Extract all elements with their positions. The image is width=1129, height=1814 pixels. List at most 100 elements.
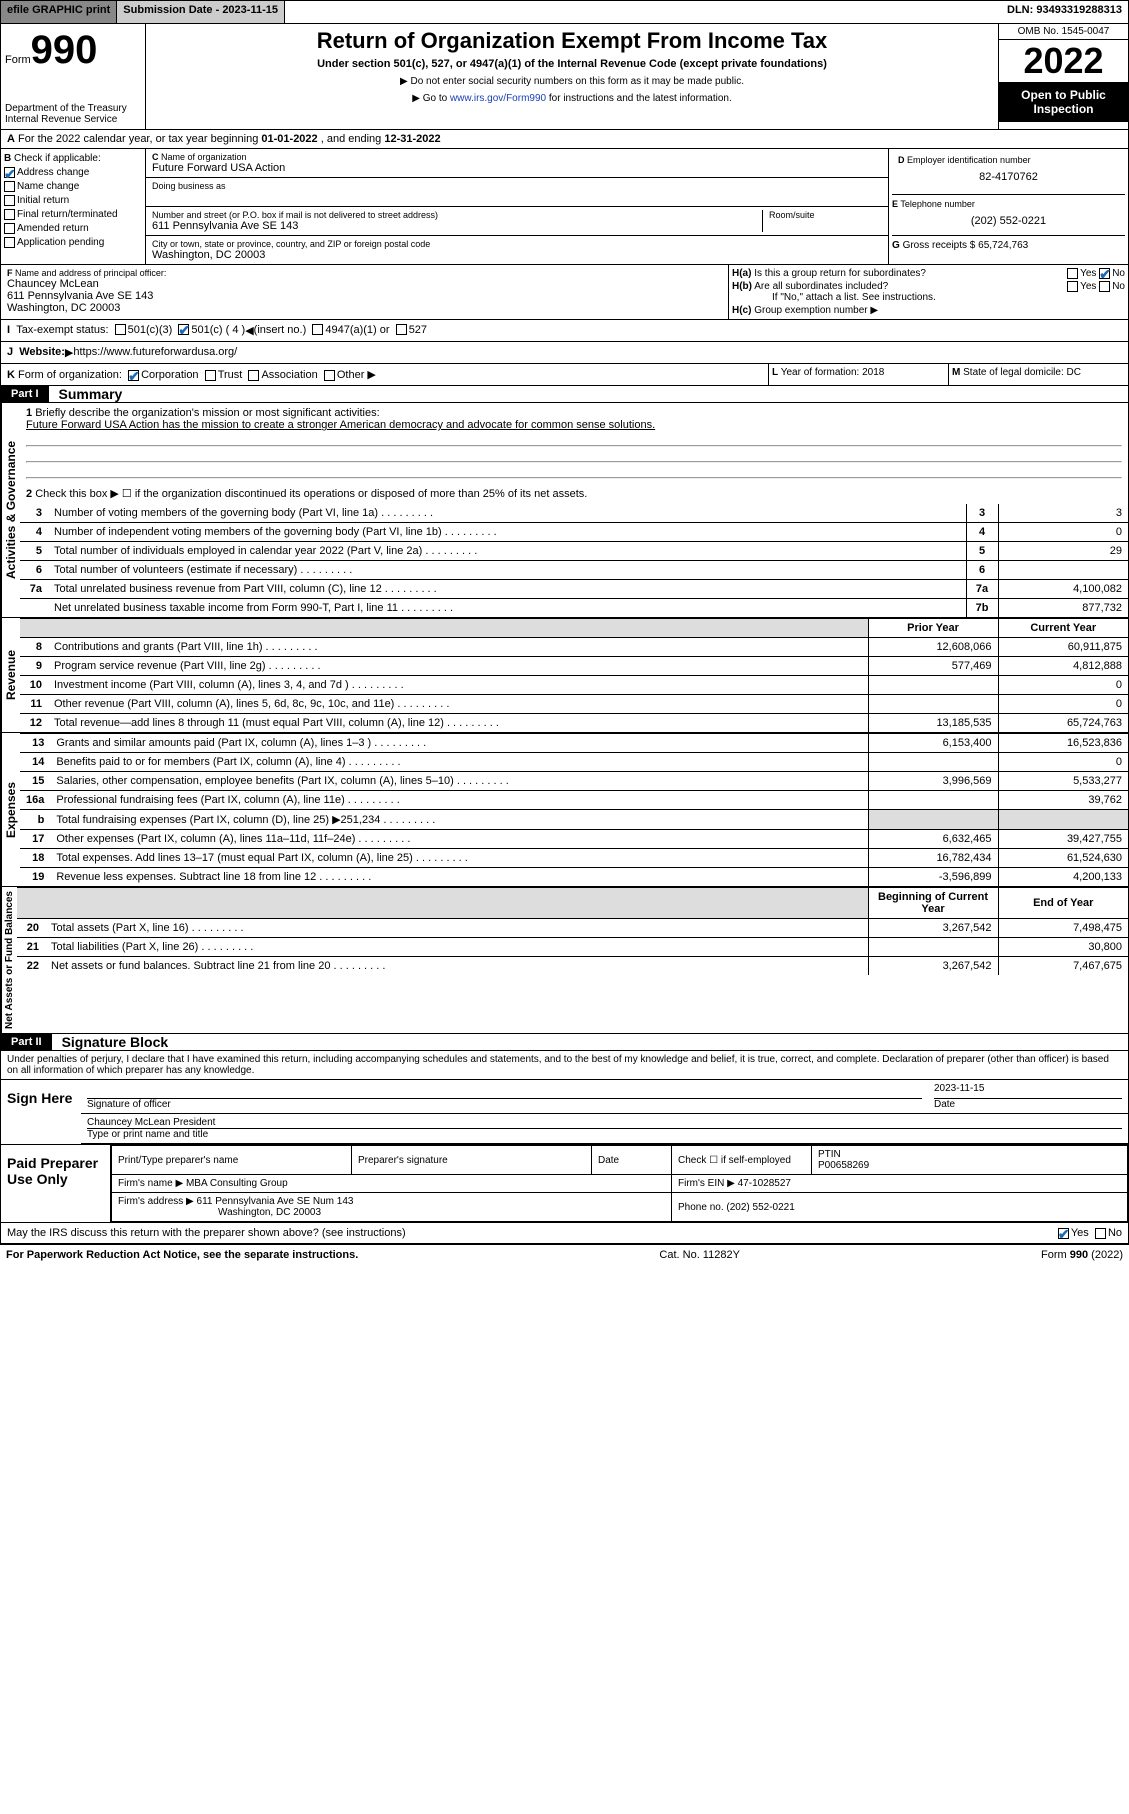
- tax-year-line: A For the 2022 calendar year, or tax yea…: [0, 130, 1129, 149]
- sign-here-block: Sign Here Signature of officer 2023-11-1…: [0, 1080, 1129, 1145]
- revenue-vlabel: Revenue: [1, 618, 20, 732]
- table-row: 17Other expenses (Part IX, column (A), l…: [20, 830, 1128, 849]
- table-row: 20Total assets (Part X, line 16)3,267,54…: [17, 919, 1128, 938]
- checkbox-name-change[interactable]: [4, 181, 15, 192]
- cat-no: Cat. No. 11282Y: [659, 1249, 740, 1261]
- table-row: 16aProfessional fundraising fees (Part I…: [20, 791, 1128, 810]
- tax-exempt-row: I Tax-exempt status: 501(c)(3) 501(c) ( …: [0, 320, 1129, 342]
- website-url: https://www.futureforwardusa.org/: [73, 346, 237, 359]
- officer-addr2: Washington, DC 20003: [7, 302, 722, 314]
- part2-header-row: Part II Signature Block: [0, 1034, 1129, 1051]
- table-row: 6Total number of volunteers (estimate if…: [20, 561, 1128, 580]
- submission-date-button[interactable]: Submission Date - 2023-11-15: [117, 1, 285, 23]
- street-label: Number and street (or P.O. box if mail i…: [152, 210, 762, 220]
- table-row: 9Program service revenue (Part VIII, lin…: [20, 657, 1128, 676]
- checkbox-other[interactable]: [324, 370, 335, 381]
- gross-receipts: 65,724,763: [978, 240, 1028, 251]
- checkbox-501c3[interactable]: [115, 324, 126, 335]
- checkbox-final-return[interactable]: [4, 209, 15, 220]
- activities-section: Activities & Governance 1 Briefly descri…: [0, 403, 1129, 618]
- table-row: 4Number of independent voting members of…: [20, 523, 1128, 542]
- perjury-text: Under penalties of perjury, I declare th…: [0, 1051, 1129, 1080]
- room-label: Room/suite: [769, 210, 882, 220]
- hb-note: If "No," attach a list. See instructions…: [772, 292, 1125, 303]
- dba-label: Doing business as: [152, 181, 882, 191]
- state-domicile: DC: [1067, 367, 1081, 378]
- form-title: Return of Organization Exempt From Incom…: [154, 28, 990, 54]
- table-row: 22Net assets or fund balances. Subtract …: [17, 957, 1128, 976]
- table-row: 8Contributions and grants (Part VIII, li…: [20, 638, 1128, 657]
- checkbox-address-change[interactable]: [4, 167, 15, 178]
- top-bar: efile GRAPHIC print Submission Date - 20…: [0, 0, 1129, 24]
- klm-row: K Form of organization: Corporation Trus…: [0, 364, 1129, 386]
- sig-date: 2023-11-15: [934, 1083, 1122, 1099]
- table-row: 18Total expenses. Add lines 13–17 (must …: [20, 849, 1128, 868]
- checkbox-501c[interactable]: [178, 324, 189, 335]
- form-number: 990: [31, 28, 98, 72]
- governance-table: 3Number of voting members of the governi…: [20, 504, 1128, 617]
- table-row: 7aTotal unrelated business revenue from …: [20, 580, 1128, 599]
- expenses-vlabel: Expenses: [1, 733, 20, 886]
- checkbox-amended[interactable]: [4, 223, 15, 234]
- table-row: 15Salaries, other compensation, employee…: [20, 772, 1128, 791]
- firm-city: Washington, DC 20003: [218, 1207, 321, 1218]
- dln-label: DLN: 93493319288313: [1001, 1, 1128, 23]
- line2-label: Check this box ▶ ☐ if the organization d…: [35, 488, 587, 500]
- preparer-table: Print/Type preparer's name Preparer's si…: [111, 1145, 1128, 1222]
- part1-title: Summary: [59, 386, 123, 402]
- line1-label: Briefly describe the organization's miss…: [35, 407, 379, 419]
- net-section: Net Assets or Fund Balances Beginning of…: [0, 887, 1129, 1034]
- phone-value: (202) 552-0221: [892, 215, 1125, 227]
- checkbox-527[interactable]: [396, 324, 407, 335]
- sig-officer-label: Signature of officer: [87, 1099, 171, 1110]
- checkbox-discuss-no[interactable]: [1095, 1228, 1106, 1239]
- date-label: Date: [934, 1099, 955, 1110]
- checkbox-hb-no[interactable]: [1099, 281, 1110, 292]
- discuss-row: May the IRS discuss this return with the…: [0, 1223, 1129, 1244]
- checkbox-ha-yes[interactable]: [1067, 268, 1078, 279]
- officer-name: Chauncey McLean: [7, 278, 722, 290]
- irs-label: Internal Revenue Service: [5, 114, 141, 125]
- pra-note: For Paperwork Reduction Act Notice, see …: [6, 1249, 358, 1261]
- dept-label: Department of the Treasury: [5, 103, 141, 114]
- sign-here-label: Sign Here: [1, 1080, 81, 1144]
- org-name: Future Forward USA Action: [152, 162, 882, 174]
- table-row: 5Total number of individuals employed in…: [20, 542, 1128, 561]
- city-label: City or town, state or province, country…: [152, 239, 882, 249]
- table-row: 21Total liabilities (Part X, line 26)30,…: [17, 938, 1128, 957]
- irs-link[interactable]: www.irs.gov/Form990: [450, 93, 546, 104]
- table-row: 19Revenue less expenses. Subtract line 1…: [20, 868, 1128, 887]
- paid-preparer-block: Paid Preparer Use Only Print/Type prepar…: [0, 1145, 1129, 1223]
- checkbox-assoc[interactable]: [248, 370, 259, 381]
- street-address: 611 Pennsylvania Ave SE 143: [152, 220, 762, 232]
- expenses-section: Expenses 13Grants and similar amounts pa…: [0, 733, 1129, 887]
- form-word: Form: [5, 54, 31, 66]
- ptin-value: P00658269: [818, 1160, 869, 1171]
- part1-label: Part I: [1, 386, 49, 402]
- ein-value: 82-4170762: [898, 171, 1119, 183]
- checkbox-ha-no[interactable]: [1099, 268, 1110, 279]
- part1-header-row: Part I Summary: [0, 386, 1129, 403]
- website-row: J Website: ▶ https://www.futureforwardus…: [0, 342, 1129, 364]
- checkbox-discuss-yes[interactable]: [1058, 1228, 1069, 1239]
- checkbox-app-pending[interactable]: [4, 237, 15, 248]
- form-subtitle: Under section 501(c), 527, or 4947(a)(1)…: [154, 58, 990, 70]
- city-state-zip: Washington, DC 20003: [152, 249, 882, 261]
- checkbox-hb-yes[interactable]: [1067, 281, 1078, 292]
- tax-year: 2022: [999, 40, 1128, 82]
- ssn-note: Do not enter social security numbers on …: [154, 76, 990, 87]
- efile-print-button[interactable]: efile GRAPHIC print: [1, 1, 117, 23]
- checkbox-trust[interactable]: [205, 370, 216, 381]
- form-footer: Form 990 (2022): [1041, 1249, 1123, 1261]
- goto-note: Go to www.irs.gov/Form990 for instructio…: [154, 93, 990, 104]
- year-formation: 2018: [862, 367, 884, 378]
- checkbox-corp[interactable]: [128, 370, 139, 381]
- mission-text: Future Forward USA Action has the missio…: [26, 419, 655, 431]
- form-header: Form990 Department of the Treasury Inter…: [0, 24, 1129, 130]
- net-vlabel: Net Assets or Fund Balances: [1, 887, 17, 1033]
- table-header-row: Prior YearCurrent Year: [20, 619, 1128, 638]
- identity-block: B Check if applicable: Address change Na…: [0, 149, 1129, 265]
- table-row: Net unrelated business taxable income fr…: [20, 599, 1128, 618]
- checkbox-4947[interactable]: [312, 324, 323, 335]
- checkbox-initial-return[interactable]: [4, 195, 15, 206]
